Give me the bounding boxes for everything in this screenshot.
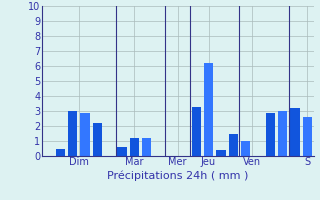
Bar xyxy=(130,138,139,156)
Bar xyxy=(241,141,250,156)
Bar xyxy=(68,111,77,156)
Bar xyxy=(278,111,287,156)
Bar xyxy=(291,108,300,156)
Bar xyxy=(204,63,213,156)
Bar xyxy=(228,134,238,156)
Bar xyxy=(55,149,65,156)
Bar xyxy=(117,147,127,156)
Bar xyxy=(266,112,275,156)
Bar xyxy=(216,150,226,156)
X-axis label: Précipitations 24h ( mm ): Précipitations 24h ( mm ) xyxy=(107,170,248,181)
Bar xyxy=(191,106,201,156)
Bar xyxy=(92,123,102,156)
Bar xyxy=(303,117,312,156)
Bar xyxy=(80,113,90,156)
Bar xyxy=(142,138,151,156)
